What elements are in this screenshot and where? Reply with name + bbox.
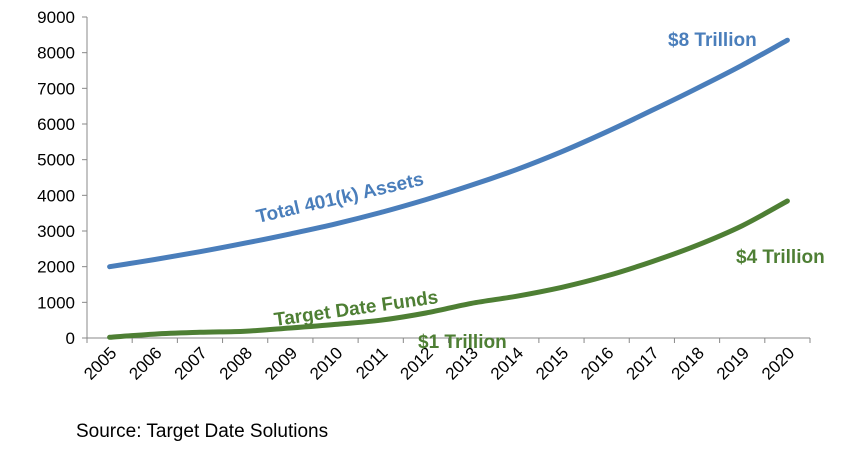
x-tick-label: 2016 (577, 343, 617, 383)
x-tick-label: 2011 (352, 343, 391, 382)
x-tick-label: 2008 (216, 343, 256, 383)
series-line-total-401k (107, 37, 790, 270)
y-tick-label: 9000 (37, 8, 75, 27)
y-tick-label: 5000 (37, 151, 75, 170)
x-tick-label: 2009 (261, 343, 301, 383)
x-tick-label: 2015 (532, 343, 572, 383)
series-line-target-date-funds (107, 198, 790, 340)
axes (86, 17, 810, 339)
x-tick-label: 2018 (668, 343, 708, 383)
line-chart: 0 1000 2000 3000 4000 5000 6000 7000 8000 9000 20… (37, 8, 825, 384)
x-tick-label: 2017 (622, 343, 662, 383)
y-tick-label: 7000 (37, 79, 75, 98)
y-tick-label: 2000 (37, 258, 75, 277)
annotation-tdf-mid: $1 Trillion (418, 332, 507, 353)
y-tick-label: 1000 (37, 293, 75, 312)
y-tick-label: 4000 (37, 186, 75, 205)
annotation-total-end: $8 Trillion (668, 30, 757, 51)
y-tick-label: 0 (66, 329, 75, 348)
x-tick-label: 2010 (306, 343, 346, 383)
x-tick-label: 2007 (171, 343, 211, 383)
y-axis-ticks: 0 1000 2000 3000 4000 5000 6000 7000 8000 9000 (37, 8, 87, 348)
x-tick-label: 2005 (80, 343, 120, 383)
annotation-tdf-end: $4 Trillion (736, 247, 825, 268)
series-lines (107, 37, 790, 340)
x-tick-label: 2019 (713, 343, 753, 383)
y-tick-label: 8000 (37, 44, 75, 63)
series-label-total: Total 401(k) Assets (254, 169, 425, 228)
y-tick-label: 6000 (37, 115, 75, 134)
x-tick-label: 2006 (125, 343, 165, 383)
source-note: Source: Target Date Solutions (76, 421, 329, 442)
x-tick-label: 2020 (758, 343, 798, 383)
y-tick-label: 3000 (37, 222, 75, 241)
